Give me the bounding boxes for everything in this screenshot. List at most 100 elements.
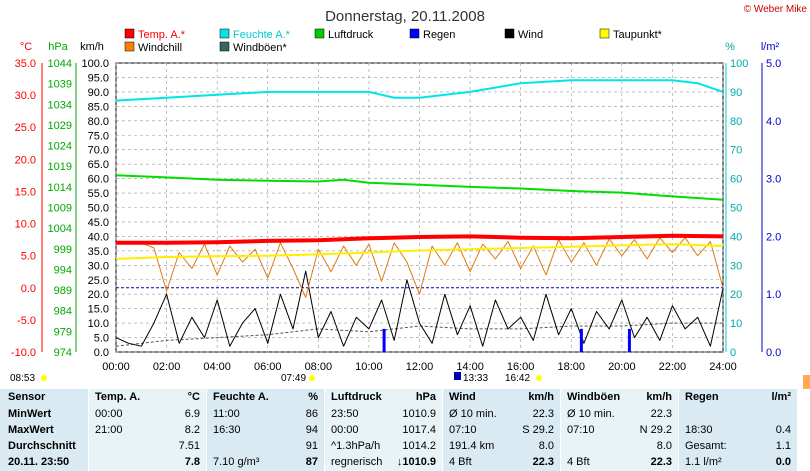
table-header-unit: % (308, 391, 318, 403)
table-row-label: Durchschnitt (8, 440, 76, 452)
rain-tick-label: 2.0 (766, 231, 781, 243)
temp-tick-label: 10.0 (15, 219, 36, 231)
pressure-tick-label: 994 (54, 264, 72, 276)
humidity-unit: % (725, 41, 735, 53)
sunrise-label: 07:49 (281, 373, 306, 384)
temp-tick-label: 20.0 (15, 154, 36, 166)
pressure-tick-label: 1029 (48, 120, 72, 132)
axis-units: °C hPa km/h% l/m² (20, 41, 780, 53)
table-cell-value: 22.3 (532, 456, 554, 468)
pressure-tick-label: 1004 (48, 223, 72, 235)
series-line-feuchtea (115, 79, 724, 102)
left-time-label: 08:53 (10, 373, 35, 384)
sunset-label: 16:42 (505, 373, 530, 384)
sunset-icon (536, 375, 542, 381)
table-column-bg (207, 389, 324, 471)
humidity-tick-label: 50 (730, 203, 742, 215)
table-header: Windböen (567, 391, 621, 403)
table-header-unit: l/m² (771, 391, 791, 403)
table-cell-value: 1.1 (775, 440, 791, 452)
table-column-bg (89, 389, 206, 471)
wind-tick-label: 30.0 (88, 260, 109, 272)
table-cell-label: 07:10 (567, 424, 595, 436)
humidity-tick-label: 90 (730, 87, 742, 99)
table-cell-value: 0.4 (775, 424, 791, 436)
table-cell-label: 16:30 (213, 424, 241, 436)
pressure-tick-label: 979 (54, 326, 72, 338)
table-cell-value: 94 (305, 424, 318, 436)
wind-tick-label: 15.0 (88, 304, 109, 316)
rain-bar (627, 328, 631, 352)
legend-swatch (124, 41, 135, 52)
series-line-luftdruck (115, 174, 724, 201)
humidity-tick-label: 10 (730, 318, 742, 330)
pressure-unit: hPa (48, 41, 68, 53)
table-header: Sensor (8, 391, 46, 403)
wind-tick-label: 95.0 (88, 72, 109, 84)
legend-label: Luftdruck (328, 29, 374, 41)
pressure-tick-label: 974 (54, 347, 72, 359)
x-tick-label: 20:00 (608, 361, 636, 373)
x-tick-label: 04:00 (203, 361, 231, 373)
table-header-unit: km/h (528, 391, 554, 403)
grid (115, 62, 724, 353)
x-tick-label: 12:00 (406, 361, 434, 373)
wind-tick-label: 85.0 (88, 101, 109, 113)
rain-tick-label: 1.0 (766, 289, 781, 301)
table-cell-value: 22.3 (532, 408, 554, 420)
pressure-tick-label: 1034 (48, 99, 72, 111)
wind-tick-label: 70.0 (88, 145, 109, 157)
table-cell-label: 23:50 (331, 408, 359, 420)
series (115, 79, 724, 352)
temp-tick-label: 15.0 (15, 186, 36, 198)
wind-tick-label: 25.0 (88, 275, 109, 287)
table-column-bg (325, 389, 442, 471)
table-header-unit: °C (187, 391, 200, 403)
humidity-tick-label: 40 (730, 231, 742, 243)
table-cell-value: S 29.2 (522, 424, 554, 436)
wind-tick-label: 60.0 (88, 174, 109, 186)
x-tick-label: 02:00 (153, 361, 181, 373)
table-column-bg (0, 389, 88, 471)
table-cell-label: 11:00 (213, 408, 240, 420)
table-cell-value: 6.9 (184, 408, 200, 420)
table-cell-value: 22.3 (650, 408, 672, 420)
table-header: Temp. A. (95, 391, 141, 403)
pressure-tick-label: 1009 (48, 203, 72, 215)
table-cell-value: 7.8 (184, 456, 200, 468)
table-cell-label: 00:00 (331, 424, 359, 436)
table-cell-label: 1.1 l/m² (685, 456, 722, 468)
humidity-tick-label: 80 (730, 116, 742, 128)
table-cell-value: 7.51 (178, 440, 200, 452)
rain-tick-label: 3.0 (766, 174, 781, 186)
wind-tick-label: 20.0 (88, 289, 109, 301)
table-cell-label: 00:00 (95, 408, 123, 420)
legend-swatch (599, 28, 610, 39)
legend-swatch (124, 28, 135, 39)
table-cell-label: Gesamt: (685, 440, 727, 452)
pressure-tick-label: 1019 (48, 161, 72, 173)
table-cell-label: 07:10 (449, 424, 477, 436)
axes: 35.0 30.0 25.0 20.0 15.0 10.0 5.0 0.0 -5.0 -10.0 1… (11, 58, 781, 373)
table-cell-label: Ø 10 min. (567, 408, 615, 420)
sun-marks: 08:53 07:49 13:33 16:42 (10, 372, 810, 389)
legend-swatch (504, 28, 515, 39)
weather-chart: Donnerstag, 20.11.2008 © Weber Mike Temp… (10, 4, 810, 389)
temp-tick-label: -10.0 (11, 347, 36, 359)
rain-tick-label: 5.0 (766, 58, 781, 70)
wind-tick-label: 100.0 (81, 58, 109, 70)
wind-tick-label: 35.0 (88, 246, 109, 258)
humidity-tick-label: 20 (730, 289, 742, 301)
pressure-tick-label: 1044 (48, 58, 72, 70)
legend-swatch (219, 28, 230, 39)
series-line-windchill (116, 237, 724, 298)
humidity-tick-label: 100 (730, 58, 748, 70)
legend-swatch (409, 28, 420, 39)
table-cell-label: 4 Bft (449, 456, 472, 468)
wind-tick-label: 45.0 (88, 217, 109, 229)
x-tick-label: 24:00 (709, 361, 737, 373)
table-cell-value: 87 (305, 456, 318, 468)
x-tick-label: 10:00 (355, 361, 383, 373)
moon-time-label: 13:33 (463, 373, 488, 384)
temp-tick-label: 25.0 (15, 122, 36, 134)
